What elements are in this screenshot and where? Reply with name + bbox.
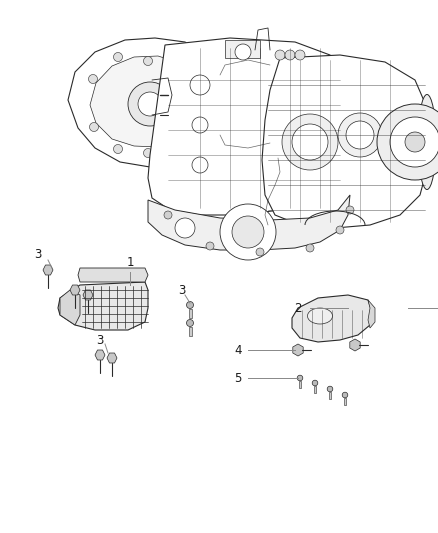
- Circle shape: [295, 50, 305, 60]
- Bar: [225, 40, 260, 58]
- Polygon shape: [95, 350, 105, 360]
- Circle shape: [232, 216, 264, 248]
- Circle shape: [173, 52, 183, 61]
- Circle shape: [405, 132, 425, 152]
- Polygon shape: [70, 285, 80, 295]
- Text: 5: 5: [234, 372, 242, 384]
- Polygon shape: [148, 38, 345, 215]
- Circle shape: [192, 157, 208, 173]
- Circle shape: [338, 113, 382, 157]
- Circle shape: [164, 211, 172, 219]
- Circle shape: [144, 56, 152, 66]
- Bar: [188, 327, 191, 335]
- Polygon shape: [60, 290, 80, 325]
- Circle shape: [187, 302, 194, 309]
- Circle shape: [88, 75, 98, 84]
- Text: 4: 4: [234, 343, 242, 357]
- Text: 1: 1: [126, 255, 134, 269]
- Circle shape: [113, 52, 123, 61]
- Circle shape: [144, 149, 152, 157]
- Polygon shape: [107, 353, 117, 363]
- Circle shape: [187, 319, 194, 327]
- Polygon shape: [148, 195, 350, 250]
- Text: 3: 3: [34, 248, 42, 262]
- Text: 2: 2: [294, 302, 302, 314]
- Bar: [314, 386, 316, 393]
- Circle shape: [173, 143, 183, 152]
- Ellipse shape: [307, 308, 332, 324]
- Circle shape: [377, 104, 438, 180]
- Circle shape: [175, 218, 195, 238]
- Circle shape: [128, 82, 172, 126]
- Circle shape: [327, 386, 333, 392]
- Circle shape: [346, 206, 354, 214]
- Polygon shape: [68, 38, 228, 167]
- Ellipse shape: [418, 94, 436, 190]
- Polygon shape: [78, 268, 148, 282]
- Circle shape: [346, 121, 374, 149]
- Circle shape: [201, 122, 209, 131]
- Bar: [299, 381, 301, 388]
- Circle shape: [198, 74, 208, 83]
- Circle shape: [113, 144, 123, 154]
- Circle shape: [192, 117, 208, 133]
- Circle shape: [292, 124, 328, 160]
- Circle shape: [282, 114, 338, 170]
- Circle shape: [138, 92, 162, 116]
- Ellipse shape: [422, 107, 432, 177]
- Polygon shape: [350, 339, 360, 351]
- Polygon shape: [293, 344, 303, 356]
- Polygon shape: [83, 290, 93, 300]
- Circle shape: [235, 44, 251, 60]
- Circle shape: [275, 50, 285, 60]
- Circle shape: [190, 75, 210, 95]
- Polygon shape: [292, 295, 372, 342]
- Polygon shape: [58, 282, 148, 330]
- Polygon shape: [90, 56, 202, 147]
- Bar: [329, 392, 331, 399]
- Circle shape: [342, 392, 348, 398]
- Circle shape: [390, 117, 438, 167]
- Circle shape: [89, 123, 99, 132]
- Polygon shape: [262, 55, 428, 228]
- Circle shape: [297, 375, 303, 381]
- Circle shape: [256, 248, 264, 256]
- Circle shape: [312, 380, 318, 386]
- Text: 3: 3: [96, 334, 104, 346]
- Bar: [188, 309, 191, 318]
- Circle shape: [336, 226, 344, 234]
- Circle shape: [220, 204, 276, 260]
- Circle shape: [306, 244, 314, 252]
- Circle shape: [285, 50, 295, 60]
- Circle shape: [206, 242, 214, 250]
- Bar: [344, 398, 346, 405]
- Polygon shape: [368, 300, 375, 328]
- Text: 3: 3: [178, 284, 186, 296]
- Polygon shape: [43, 265, 53, 275]
